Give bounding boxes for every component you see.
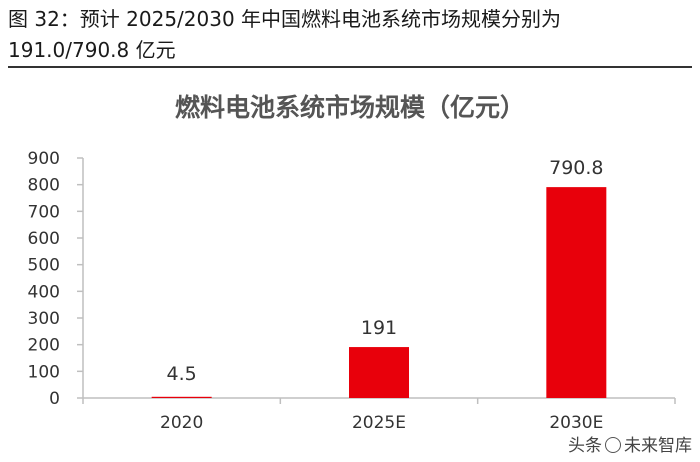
bar: [151, 396, 212, 398]
watermark-left: 头条: [568, 436, 602, 456]
x-tick-label: 2020: [160, 413, 203, 433]
caption-line-2: 191.0/790.8 亿元: [8, 38, 176, 62]
caption-divider: [8, 66, 692, 68]
watermark-right: 未来智库: [624, 436, 692, 456]
y-tick-label: 900: [28, 149, 60, 169]
watermark: 头条 未来智库: [568, 431, 692, 456]
caption-line-1: 图 32：预计 2025/2030 年中国燃料电池系统市场规模分别为: [8, 7, 562, 31]
chart-title: 燃料电池系统市场规模（亿元）: [174, 93, 525, 122]
bar-value-label: 790.8: [549, 157, 603, 179]
figure-caption: 图 32：预计 2025/2030 年中国燃料电池系统市场规模分别为 191.0…: [8, 4, 692, 66]
y-tick-label: 500: [28, 256, 60, 276]
y-tick-label: 300: [28, 309, 60, 329]
y-tick-label: 200: [28, 336, 60, 356]
y-tick-label: 800: [28, 176, 60, 196]
y-tick-label: 400: [28, 282, 60, 302]
bar-value-label: 191: [361, 317, 397, 339]
wechat-icon: [605, 437, 621, 453]
y-tick-label: 600: [28, 229, 60, 249]
bar: [546, 187, 607, 398]
y-tick-label: 700: [28, 202, 60, 222]
y-tick-label: 100: [28, 362, 60, 382]
x-tick-label: 2025E: [352, 413, 406, 433]
x-tick-label: 2030E: [549, 413, 603, 433]
bar: [349, 347, 409, 398]
bar-value-label: 4.5: [167, 363, 197, 385]
y-tick-label: 0: [49, 389, 60, 409]
